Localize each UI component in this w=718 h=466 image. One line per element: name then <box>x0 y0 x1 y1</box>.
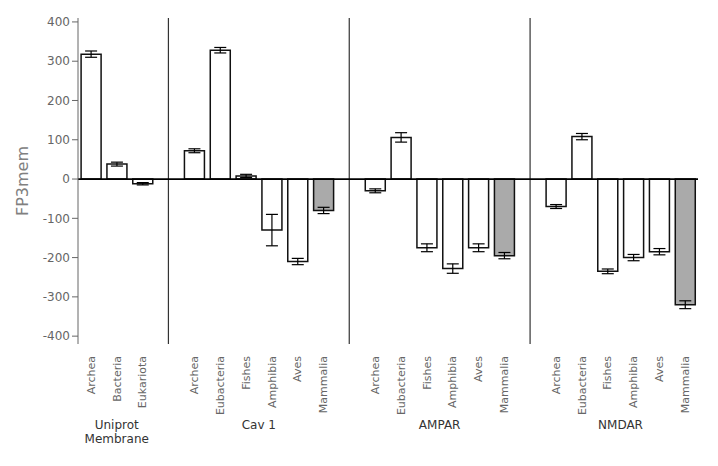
svg-text:Eukariota: Eukariota <box>136 356 149 408</box>
svg-text:Fishes: Fishes <box>421 356 434 390</box>
svg-text:300: 300 <box>47 54 70 68</box>
svg-text:Fishes: Fishes <box>601 356 614 390</box>
svg-text:-400: -400 <box>43 329 70 343</box>
html-text:NMDAR: NMDAR <box>598 418 643 432</box>
svg-text:0: 0 <box>62 172 70 186</box>
svg-text:Mammalia: Mammalia <box>498 356 511 413</box>
svg-text:-300: -300 <box>43 290 70 304</box>
svg-text:Archea: Archea <box>85 356 98 394</box>
svg-text:Aves: Aves <box>653 356 666 382</box>
svg-text:Eubacteria: Eubacteria <box>576 356 589 415</box>
svg-text:100: 100 <box>47 133 70 147</box>
svg-text:Eubacteria: Eubacteria <box>395 356 408 415</box>
svg-text:-200: -200 <box>43 251 70 265</box>
svg-text:Amphibia: Amphibia <box>446 356 459 408</box>
svg-text:Mammalia: Mammalia <box>317 356 330 413</box>
svg-text:Eubacteria: Eubacteria <box>214 356 227 415</box>
html-text:Cav 1: Cav 1 <box>241 418 276 432</box>
svg-text:Archea: Archea <box>369 356 382 394</box>
svg-text:FP3mem: FP3mem <box>13 146 32 216</box>
svg-text:200: 200 <box>47 94 70 108</box>
svg-text:Mammalia: Mammalia <box>679 356 692 413</box>
svg-text:-100: -100 <box>43 212 70 226</box>
html-text:Uniprot Membrane: Uniprot Membrane <box>84 418 149 446</box>
html-text:AMPAR: AMPAR <box>418 418 461 432</box>
svg-text:Aves: Aves <box>291 356 304 382</box>
svg-text:Aves: Aves <box>472 356 485 382</box>
svg-text:Fishes: Fishes <box>240 356 253 390</box>
svg-text:400: 400 <box>47 15 70 29</box>
svg-text:Amphibia: Amphibia <box>266 356 279 408</box>
svg-text:Bacteria: Bacteria <box>111 356 124 402</box>
svg-text:Archea: Archea <box>550 356 563 394</box>
svg-text:Amphibia: Amphibia <box>627 356 640 408</box>
svg-text:Archea: Archea <box>188 356 201 394</box>
